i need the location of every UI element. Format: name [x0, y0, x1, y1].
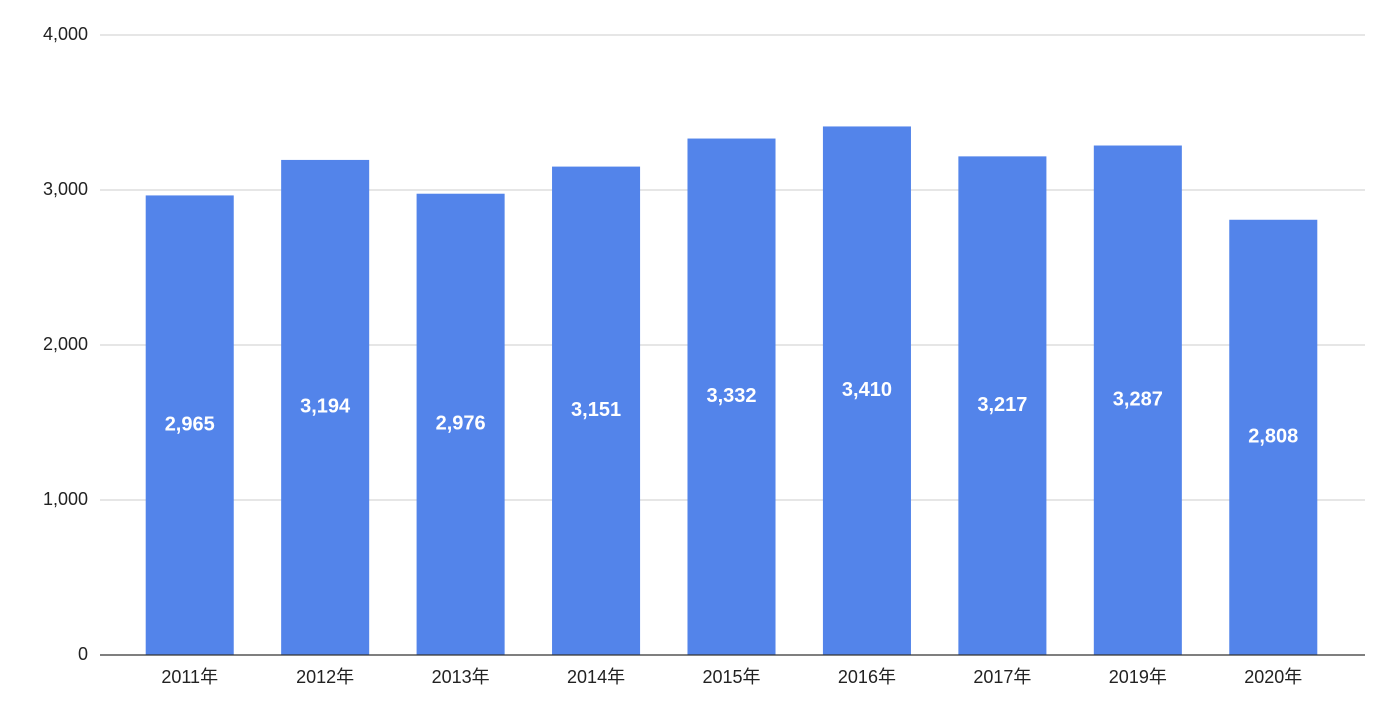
value-label: 2,808 — [1248, 426, 1298, 448]
y-tick-label: 1,000 — [43, 489, 88, 509]
y-tick-label: 2,000 — [43, 334, 88, 354]
x-tick-label: 2011年 — [161, 667, 218, 687]
value-label: 3,287 — [1113, 389, 1163, 411]
bar — [1229, 219, 1318, 655]
value-label: 2,965 — [165, 413, 215, 435]
y-tick-label: 3,000 — [43, 179, 88, 199]
x-tick-label: 2016年 — [838, 667, 896, 687]
x-tick-label: 2017年 — [973, 667, 1031, 687]
bar — [416, 193, 505, 655]
value-label: 3,332 — [706, 385, 756, 407]
bar — [958, 156, 1047, 656]
bar — [687, 138, 776, 656]
bar — [552, 166, 641, 655]
value-label: 3,410 — [842, 379, 892, 401]
bar — [822, 126, 911, 655]
value-label: 3,194 — [300, 396, 351, 418]
x-tick-label: 2020年 — [1244, 667, 1302, 687]
x-tick-label: 2013年 — [432, 667, 490, 687]
value-label: 3,151 — [571, 399, 621, 421]
bar — [1093, 145, 1182, 655]
value-label: 3,217 — [977, 394, 1027, 416]
y-tick-label: 4,000 — [43, 24, 88, 44]
x-tick-label: 2012年 — [296, 667, 354, 687]
bar — [145, 195, 234, 656]
x-tick-label: 2019年 — [1109, 667, 1167, 687]
value-label: 2,976 — [436, 413, 486, 435]
y-tick-label: 0 — [78, 644, 88, 664]
x-tick-label: 2014年 — [567, 667, 625, 687]
x-tick-label: 2015年 — [702, 667, 760, 687]
bar — [281, 159, 370, 655]
